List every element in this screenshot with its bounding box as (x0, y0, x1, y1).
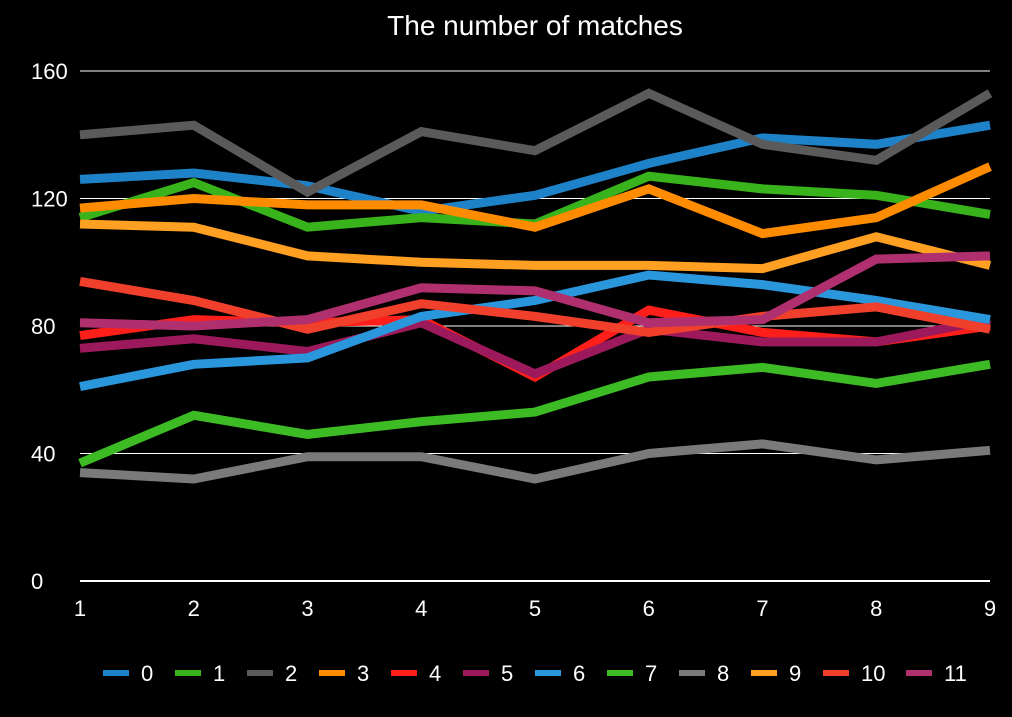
series-line-6 (79, 270, 991, 392)
series-line-7 (78, 359, 991, 468)
axis-ticks: 0 40 80 120 160 1 2 3 4 5 6 7 8 9 (31, 59, 996, 621)
x-tick-label: 2 (188, 596, 200, 621)
y-tick-label: 160 (31, 59, 68, 84)
series-line-2 (79, 88, 993, 198)
legend-label: 5 (501, 661, 513, 686)
legend-label: 3 (357, 661, 369, 686)
series-line-0 (79, 120, 991, 216)
x-tick-label: 3 (301, 596, 313, 621)
legend-label: 10 (861, 661, 885, 686)
y-tick-label: 40 (31, 442, 55, 467)
legend-label: 2 (285, 661, 297, 686)
legend: 0 1 2 3 4 5 6 7 8 9 10 11 (103, 661, 967, 686)
chart-title: The number of matches (387, 10, 683, 41)
x-tick-label: 4 (415, 596, 427, 621)
series-line-3 (79, 162, 992, 239)
legend-label: 1 (213, 661, 225, 686)
y-tick-label: 120 (31, 187, 68, 212)
legend-label: 4 (429, 661, 441, 686)
series-line-8 (79, 439, 991, 484)
legend-label: 8 (717, 661, 729, 686)
x-tick-label: 8 (870, 596, 882, 621)
legend-label: 7 (645, 661, 657, 686)
series-line-11 (79, 251, 991, 331)
series-line-9 (79, 219, 992, 274)
y-tick-label: 80 (31, 314, 55, 339)
x-tick-label: 7 (756, 596, 768, 621)
y-tick-label: 0 (31, 569, 43, 594)
x-tick-label: 1 (74, 596, 86, 621)
x-tick-label: 6 (643, 596, 655, 621)
legend-label: 9 (789, 661, 801, 686)
series-line-5 (79, 315, 991, 379)
legend-label: 11 (944, 661, 967, 686)
x-tick-label: 9 (984, 596, 996, 621)
series-lines (78, 88, 993, 484)
series-line-10 (79, 276, 991, 337)
x-tick-label: 5 (529, 596, 541, 621)
legend-label: 6 (573, 661, 585, 686)
legend-label: 0 (141, 661, 153, 686)
